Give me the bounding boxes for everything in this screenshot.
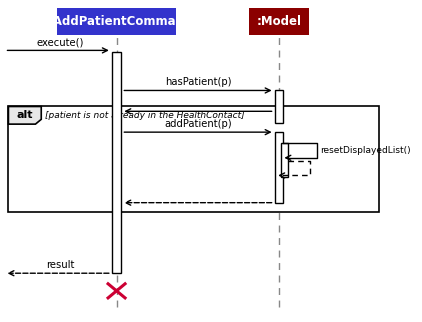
Text: execute(): execute()	[37, 37, 84, 47]
Bar	[275, 132, 283, 203]
Bar	[112, 52, 122, 273]
Text: [patient is not already in the HealthContact]: [patient is not already in the HealthCon…	[45, 111, 245, 120]
Bar	[275, 90, 283, 123]
Text: resetDisplayedList(): resetDisplayedList()	[320, 146, 411, 155]
FancyBboxPatch shape	[57, 8, 176, 35]
Text: :Model: :Model	[256, 15, 301, 28]
Text: addPatient(p): addPatient(p)	[164, 119, 232, 129]
Text: a:AddPatientCommand: a:AddPatientCommand	[41, 15, 193, 28]
FancyBboxPatch shape	[249, 8, 309, 35]
Text: hasPatient(p): hasPatient(p)	[165, 78, 231, 88]
Polygon shape	[8, 107, 41, 124]
Text: alt: alt	[16, 110, 33, 120]
Text: result: result	[46, 260, 75, 270]
Bar	[281, 143, 289, 177]
Bar	[8, 107, 379, 212]
